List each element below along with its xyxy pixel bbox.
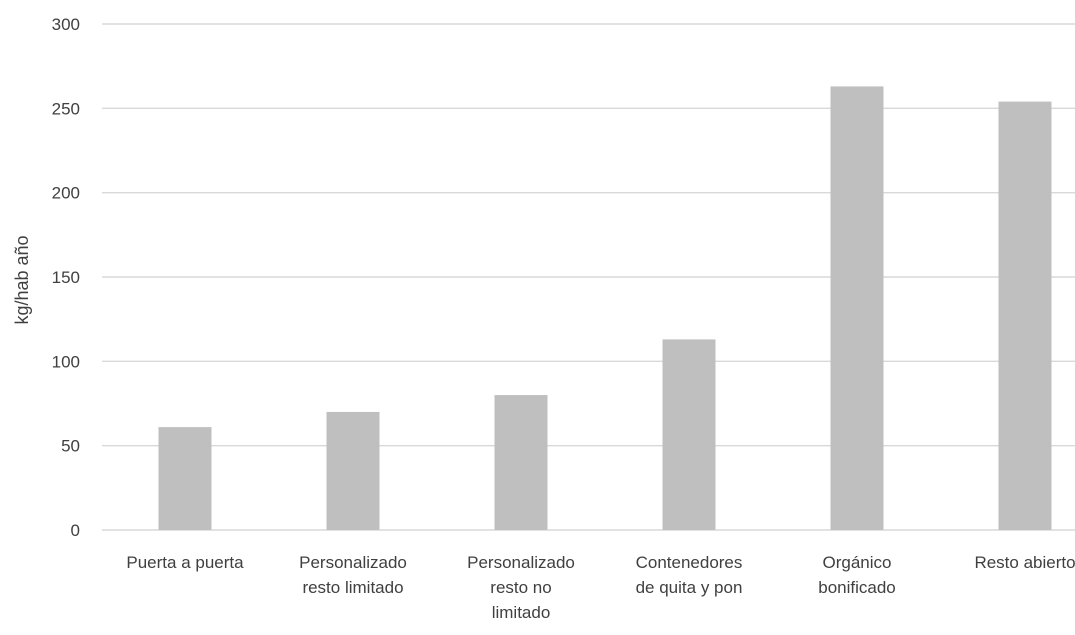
x-tick-label-line: de quita y pon: [636, 578, 743, 597]
bar: [662, 339, 716, 530]
x-tick-label-line: resto limitado: [302, 578, 403, 597]
x-tick-label: Contenedores de quita y pon: [636, 553, 743, 597]
y-tick-label: 100: [52, 352, 80, 371]
x-tick-label: Personalizado resto no limitado: [467, 553, 575, 622]
bar: [326, 411, 380, 530]
x-tick-label-line: Contenedores: [636, 553, 743, 572]
y-axis-ticks: 0 50 100 150 200 250 300: [52, 15, 80, 540]
y-tick-label: 0: [71, 521, 80, 540]
x-tick-label-line: Personalizado: [299, 553, 407, 572]
bar: [998, 101, 1052, 530]
x-tick-label: Puerta a puerta: [126, 553, 244, 572]
x-tick-label-line: Puerta a puerta: [126, 553, 244, 572]
x-tick-label-line: bonificado: [818, 578, 896, 597]
x-axis-ticks: Puerta a puerta Personalizado resto limita…: [126, 553, 1075, 622]
gridlines: [102, 23, 1075, 531]
bars: [158, 86, 1052, 530]
y-tick-label: 150: [52, 268, 80, 287]
x-tick-label: Personalizado resto limitado: [299, 553, 407, 597]
x-tick-label-line: Personalizado: [467, 553, 575, 572]
y-tick-label: 300: [52, 15, 80, 34]
bar: [830, 86, 884, 530]
y-tick-label: 50: [61, 437, 80, 456]
x-tick-label-line: limitado: [492, 603, 551, 622]
bar: [494, 395, 548, 530]
y-tick-label: 250: [52, 99, 80, 118]
x-tick-label-line: Orgánico: [823, 553, 892, 572]
x-tick-label: Orgánico bonificado: [818, 553, 896, 597]
y-axis-label: kg/hab año: [12, 235, 32, 324]
x-tick-label: Resto abierto: [974, 553, 1075, 572]
bar: [158, 427, 212, 530]
y-tick-label: 200: [52, 184, 80, 203]
x-tick-label-line: Resto abierto: [974, 553, 1075, 572]
x-tick-label-line: resto no: [490, 578, 551, 597]
